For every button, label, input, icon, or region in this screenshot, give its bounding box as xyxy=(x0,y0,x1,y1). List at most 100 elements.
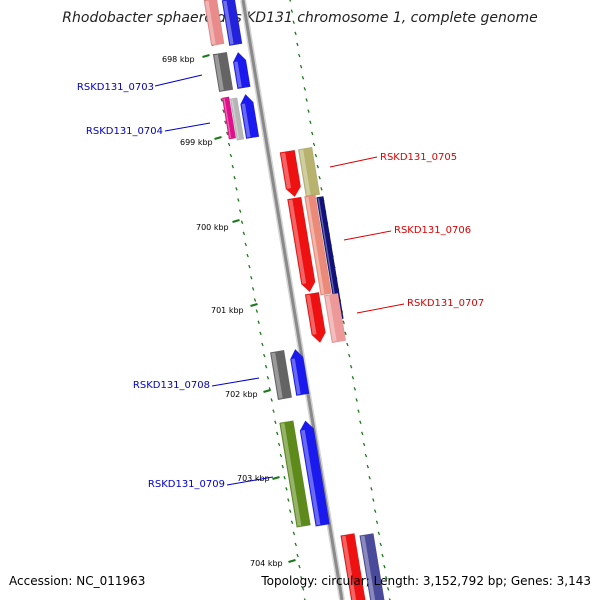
inner-dotted-guide xyxy=(279,453,283,458)
inner-dotted-guide xyxy=(290,520,294,524)
outer-dotted-guide xyxy=(292,20,295,24)
gene-feature xyxy=(287,196,316,293)
inner-dotted-guide xyxy=(246,253,249,258)
inner-dotted-guide xyxy=(266,376,270,380)
outer-dotted-guide xyxy=(309,120,312,124)
outer-dotted-guide xyxy=(344,331,347,336)
accession-text: Accession: NC_011963 xyxy=(9,574,146,588)
gene-feature xyxy=(221,0,243,47)
gene-feature xyxy=(232,51,251,90)
gene-feature xyxy=(229,97,245,141)
kbp-tick-label: 703 kbp xyxy=(237,474,270,483)
outer-dotted-guide xyxy=(361,431,364,436)
inner-dotted-guide xyxy=(296,553,299,558)
inner-dotted-guide xyxy=(264,364,268,369)
inner-dotted-guide xyxy=(274,420,277,424)
outer-dotted-guide xyxy=(314,153,318,158)
kbp-tick-label: 700 kbp xyxy=(196,223,229,232)
gene-feature-body xyxy=(221,96,237,140)
kbp-tick-label: 702 kbp xyxy=(225,390,258,399)
inner-dotted-guide xyxy=(227,142,231,147)
inner-dotted-guide xyxy=(235,187,238,191)
inner-dotted-guide xyxy=(272,409,275,413)
gene-feature-highlight xyxy=(281,152,292,189)
inner-dotted-guide xyxy=(294,542,297,547)
inner-dotted-guide xyxy=(261,342,264,347)
kbp-scale: 698 kbp 699 kbp 700 kbp 701 kbp 702 kbp 703 k… xyxy=(162,53,296,568)
gene-feature xyxy=(323,292,347,344)
gene-label-leader xyxy=(154,74,203,87)
outer-dotted-guide xyxy=(301,76,305,80)
inner-dotted-guide xyxy=(259,331,262,336)
inner-dotted-guide xyxy=(242,231,246,236)
outer-dotted-guide xyxy=(294,31,297,36)
gene-feature-body xyxy=(287,196,316,293)
gene-label-leader xyxy=(226,476,274,486)
gene-feature xyxy=(279,149,301,198)
gene-feature-body xyxy=(279,149,301,198)
inner-dotted-guide xyxy=(255,309,259,313)
outer-dotted-guide xyxy=(342,320,345,324)
outer-dotted-guide xyxy=(359,420,362,424)
gene-feature-highlight xyxy=(306,294,317,335)
inner-dotted-guide xyxy=(220,98,223,102)
inner-dotted-guide xyxy=(248,264,251,269)
gene-feature-highlight xyxy=(299,149,311,196)
gene-label: RSKD131_0707 xyxy=(407,298,484,309)
gene-feature-body xyxy=(203,0,225,47)
outer-dotted-guide xyxy=(377,531,381,536)
inner-dotted-guide xyxy=(244,242,247,247)
kbp-tick xyxy=(214,135,222,141)
inner-dotted-guide xyxy=(240,220,244,224)
outer-dotted-guide xyxy=(355,398,358,402)
inner-dotted-guide xyxy=(281,464,284,469)
gene-feature-body xyxy=(232,51,251,90)
inner-dotted-guide xyxy=(253,298,257,302)
gene-label: RSKD131_0705 xyxy=(380,152,457,163)
inner-dotted-guide xyxy=(263,353,266,358)
inner-dotted-guide xyxy=(300,576,303,580)
gene-feature-body xyxy=(323,292,347,344)
outer-dotted-guide xyxy=(298,53,301,58)
inner-dotted-guide xyxy=(238,209,242,213)
gene-label-leader xyxy=(343,230,392,241)
outer-dotted-guide xyxy=(299,64,303,69)
gene-feature xyxy=(299,420,330,527)
gene-feature-highlight xyxy=(325,295,337,342)
gene-labels: RSKD131_0703 RSKD131_0704 RSKD131_0705 RSKD… xyxy=(77,74,484,490)
outer-dotted-guide xyxy=(366,464,369,469)
gene-feature-body xyxy=(299,420,330,527)
gene-feature-body xyxy=(269,349,293,401)
outer-dotted-guide xyxy=(312,142,316,147)
gene-label: RSKD131_0706 xyxy=(394,225,471,236)
gene-feature-body xyxy=(229,97,245,141)
inner-dotted-guide xyxy=(298,564,301,569)
gene-feature-highlight xyxy=(231,99,240,140)
inner-dotted-guide xyxy=(287,498,290,502)
topology-text: Topology: circular; Length: 3,152,792 bp… xyxy=(261,574,591,588)
gene-label: RSKD131_0708 xyxy=(133,380,210,391)
outer-dotted-guide xyxy=(318,176,321,180)
inner-dotted-guide xyxy=(226,131,229,136)
gene-feature xyxy=(316,195,344,321)
kbp-tick xyxy=(272,475,280,481)
inner-dotted-guide xyxy=(285,487,288,491)
outer-dotted-guide xyxy=(290,9,294,13)
outer-dotted-guide xyxy=(388,598,391,600)
gene-feature xyxy=(240,93,260,140)
gene-feature-highlight xyxy=(271,352,283,399)
gene-feature-body xyxy=(316,195,344,321)
gene-label-leader xyxy=(356,303,405,314)
gene-feature-highlight xyxy=(360,535,376,600)
gene-feature-highlight xyxy=(223,98,232,139)
gene-label-leader xyxy=(211,377,260,387)
gene-label: RSKD131_0709 xyxy=(148,479,225,490)
outer-dotted-guide xyxy=(353,387,357,391)
gene-feature xyxy=(221,96,237,140)
inner-dotted-guide xyxy=(292,531,296,536)
gene-feature-highlight xyxy=(288,199,307,284)
gene-feature-highlight xyxy=(305,196,325,295)
gene-label: RSKD131_0704 xyxy=(86,126,163,137)
gene-feature xyxy=(297,146,321,198)
gene-feature xyxy=(340,533,366,600)
